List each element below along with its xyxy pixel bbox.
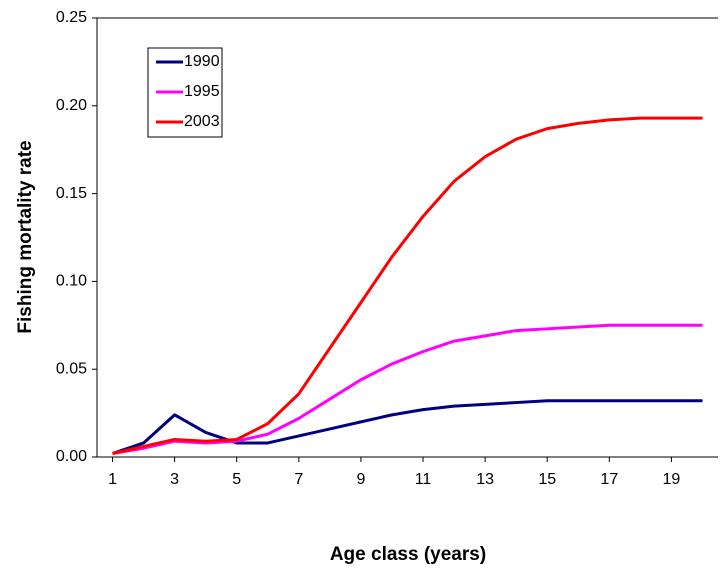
x-tick-label: 13 <box>476 471 494 488</box>
y-tick-label: 0.20 <box>56 97 87 114</box>
legend-label: 1995 <box>184 83 220 100</box>
x-tick-label: 15 <box>538 471 556 488</box>
series-line <box>112 399 703 455</box>
legend-label: 2003 <box>184 113 220 130</box>
x-tick-label: 19 <box>663 471 681 488</box>
y-tick-label: 0.05 <box>56 360 87 377</box>
x-tick-label: 3 <box>170 471 179 488</box>
x-tick-label: 5 <box>232 471 241 488</box>
x-tick-label: 11 <box>415 471 432 488</box>
x-axis-label: Age class (years) <box>330 544 486 565</box>
legend-label: 1990 <box>184 53 220 70</box>
y-axis-label: Fishing mortality rate <box>15 140 36 333</box>
x-tick-label: 9 <box>356 471 365 488</box>
x-tick-label: 1 <box>108 471 117 488</box>
x-tick-label: 7 <box>294 471 303 488</box>
series-line <box>112 323 703 455</box>
y-tick-label: 0.25 <box>56 9 87 26</box>
y-tick-label: 0.10 <box>56 273 87 290</box>
x-tick-label: 17 <box>600 471 618 488</box>
y-tick-label: 0.15 <box>56 185 87 202</box>
y-tick-label: 0.00 <box>56 448 87 465</box>
series-line <box>112 116 703 455</box>
